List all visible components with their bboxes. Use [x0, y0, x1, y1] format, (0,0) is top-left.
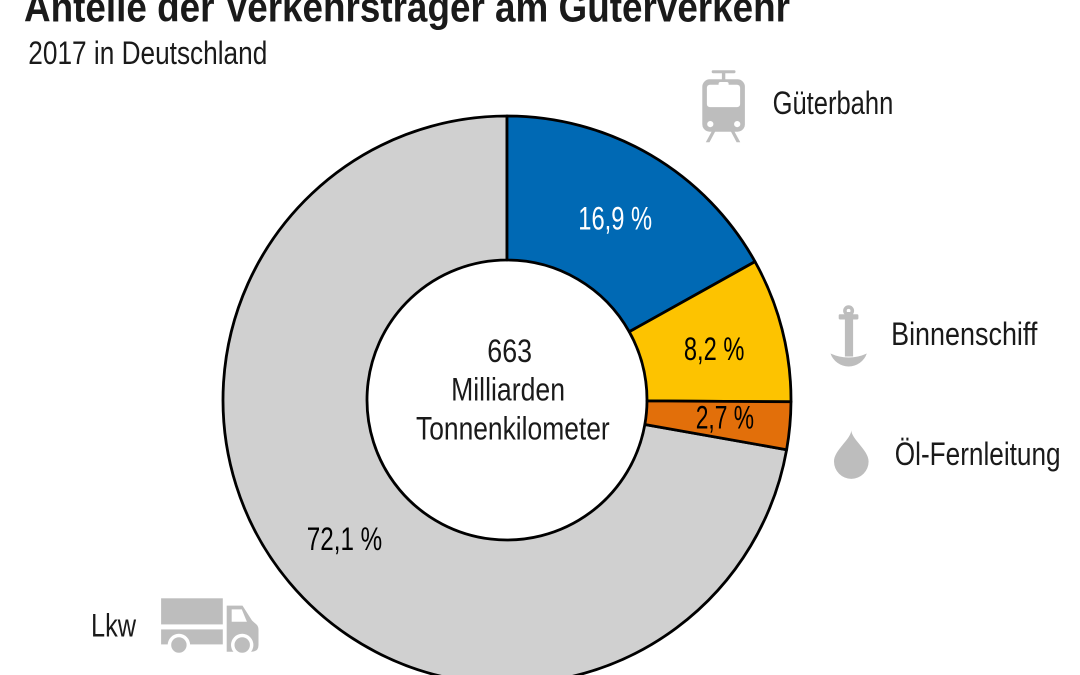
svg-text:Milliarden: Milliarden — [451, 371, 565, 407]
svg-text:Anteile der Verkehrsträger am: Anteile der Verkehrsträger am Güterverke… — [24, 0, 790, 31]
svg-text:8,2 %: 8,2 % — [684, 331, 745, 367]
svg-text:72,1 %: 72,1 % — [307, 521, 382, 557]
svg-text:Binnenschiff: Binnenschiff — [891, 316, 1037, 352]
svg-text:2,7 %: 2,7 % — [696, 399, 754, 435]
svg-text:Güterbahn: Güterbahn — [773, 85, 894, 121]
svg-text:Öl-Fernleitung: Öl-Fernleitung — [895, 436, 1061, 472]
svg-text:16,9 %: 16,9 % — [578, 201, 652, 237]
svg-text:663: 663 — [487, 333, 532, 369]
svg-text:2017 in Deutschland: 2017 in Deutschland — [28, 35, 267, 71]
svg-text:Lkw: Lkw — [91, 607, 137, 643]
svg-text:Tonnenkilometer: Tonnenkilometer — [416, 411, 610, 447]
